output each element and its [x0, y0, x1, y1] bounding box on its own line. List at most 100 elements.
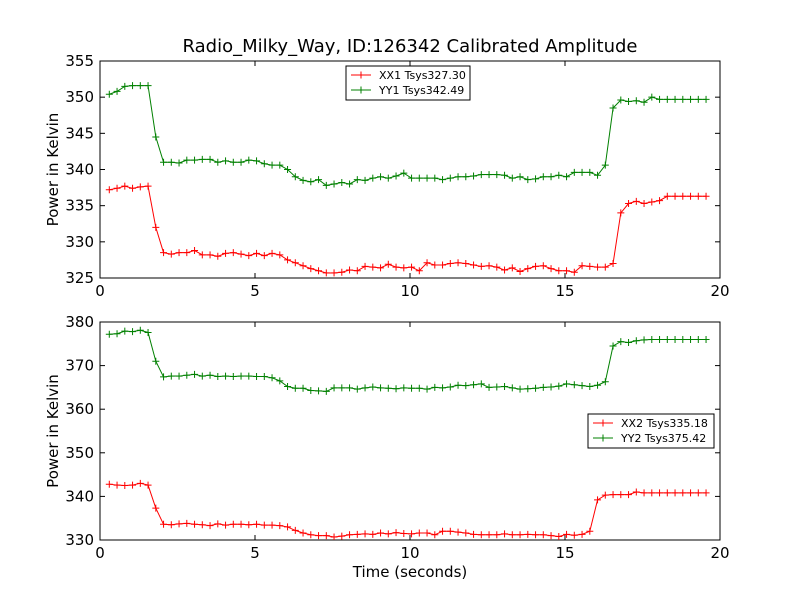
data-point [167, 521, 175, 529]
data-point [617, 491, 625, 499]
data-point [353, 385, 361, 393]
y-tick-label: 370 [65, 357, 94, 375]
data-point [625, 491, 633, 499]
data-point [330, 269, 338, 277]
data-point [617, 209, 625, 217]
data-point [229, 520, 237, 528]
x-tick-label: 15 [555, 282, 574, 300]
data-point [183, 156, 191, 164]
data-point [454, 528, 462, 536]
data-point [648, 489, 656, 497]
data-point [423, 385, 431, 393]
data-point [516, 267, 524, 275]
data-point [315, 267, 323, 275]
data-point [260, 252, 268, 260]
y-tick-label: 335 [65, 197, 94, 215]
data-point [532, 531, 540, 539]
data-point [539, 531, 547, 539]
data-point [470, 172, 478, 180]
data-point [268, 521, 276, 529]
data-point [392, 385, 400, 393]
data-point [291, 259, 299, 267]
data-point [175, 159, 183, 167]
data-point [206, 522, 214, 530]
data-point [625, 338, 633, 346]
data-point [136, 82, 144, 90]
data-point [671, 489, 679, 497]
data-point [353, 530, 361, 538]
data-point [493, 531, 501, 539]
data-point [640, 336, 648, 344]
data-point [431, 383, 439, 391]
data-point [446, 174, 454, 182]
data-point [113, 87, 121, 95]
data-point [307, 178, 315, 186]
data-point [322, 269, 330, 277]
data-point [493, 383, 501, 391]
top-panel: Radio_Milky_Way, ID:126342 Calibrated Am… [44, 36, 730, 300]
data-point [671, 95, 679, 103]
data-point [206, 251, 214, 259]
data-point [656, 335, 664, 343]
data-point [237, 372, 245, 380]
data-point [671, 335, 679, 343]
data-point [663, 335, 671, 343]
data-point [369, 530, 377, 538]
data-point [152, 504, 160, 512]
data-point [563, 173, 571, 181]
data-point [415, 267, 423, 275]
data-point [136, 326, 144, 334]
data-point [299, 529, 307, 537]
data-point [563, 380, 571, 388]
data-point [423, 259, 431, 267]
data-point [632, 488, 640, 496]
data-point [276, 377, 284, 385]
legend-swatch-marker [599, 434, 607, 442]
data-point [656, 489, 664, 497]
data-point [687, 95, 695, 103]
data-point [160, 520, 168, 528]
data-point [284, 383, 292, 391]
data-point [237, 520, 245, 528]
y-tick-label: 360 [65, 400, 94, 418]
legend-label: YY2 Tsys375.42 [620, 432, 706, 445]
data-point [322, 387, 330, 395]
data-point [539, 173, 547, 181]
data-point [260, 160, 268, 168]
data-point [516, 385, 524, 393]
data-point [594, 263, 602, 271]
data-point [547, 265, 555, 273]
data-point [601, 491, 609, 499]
data-point [679, 192, 687, 200]
data-point [408, 174, 416, 182]
data-point [454, 259, 462, 267]
data-point [284, 523, 292, 531]
data-point [586, 383, 594, 391]
y-tick-label: 330 [65, 531, 94, 549]
data-point [129, 184, 137, 192]
data-point [338, 384, 346, 392]
data-point [485, 383, 493, 391]
data-point [617, 96, 625, 104]
y-tick-label: 345 [65, 124, 94, 142]
data-point [656, 95, 664, 103]
y-axis-label: Power in Kelvin [44, 113, 62, 227]
data-point [687, 489, 695, 497]
data-point [501, 530, 509, 538]
data-point [384, 174, 392, 182]
data-point [702, 192, 710, 200]
bottom-panel: 0 5 10 15 20 330 340 350 360 370 380 Power in Kelvi… [44, 313, 730, 581]
legend-label: XX1 Tsys327.30 [379, 69, 466, 82]
data-point [524, 176, 532, 184]
data-point [493, 263, 501, 271]
data-point [299, 384, 307, 392]
data-point [136, 479, 144, 487]
data-point [121, 82, 129, 90]
legend: XX1 Tsys327.30 YY1 Tsys342.49 [345, 65, 471, 101]
data-point [477, 531, 485, 539]
data-point [105, 186, 113, 194]
data-point [105, 480, 113, 488]
x-axis-label: Time (seconds) [352, 563, 468, 581]
data-point [516, 531, 524, 539]
x-tick-label: 10 [400, 282, 419, 300]
